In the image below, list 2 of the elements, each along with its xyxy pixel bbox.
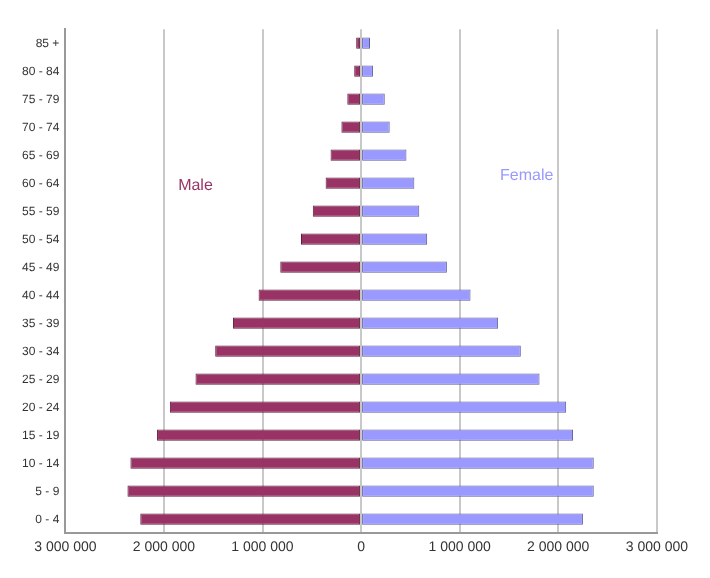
text: Female <box>500 165 555 184</box>
text: Male <box>178 175 214 194</box>
